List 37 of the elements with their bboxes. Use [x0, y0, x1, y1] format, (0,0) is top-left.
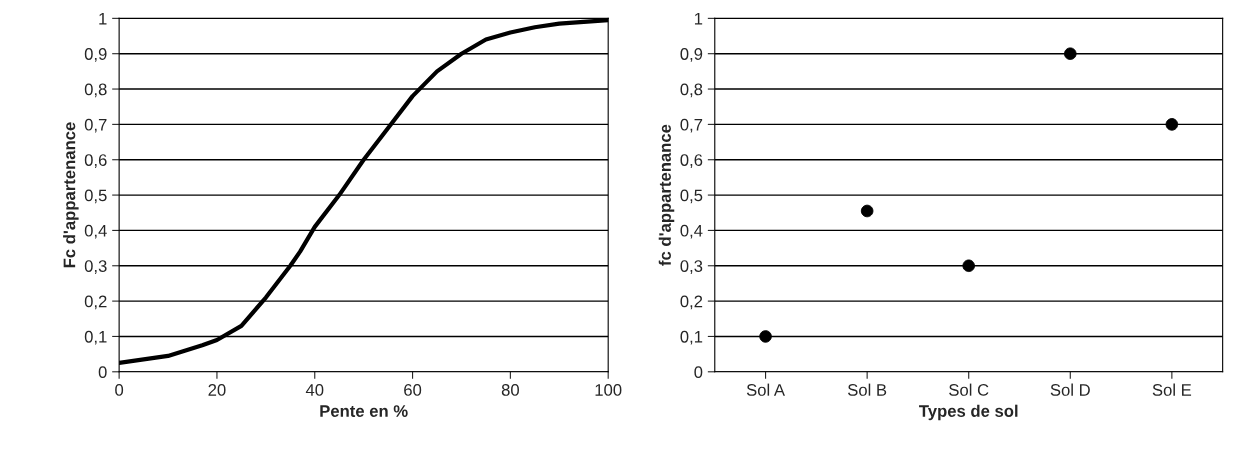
x-tick-label: 40: [305, 384, 324, 396]
y-tick-label: 0,7: [680, 118, 703, 133]
y-axis-title: fc d'appartenance: [658, 124, 675, 266]
y-tick-label: 0,1: [84, 330, 107, 345]
y-tick-label: 0,8: [680, 83, 703, 98]
y-tick-label: 0,3: [84, 260, 107, 274]
y-axis-title: Fc d'appartenance: [63, 122, 79, 268]
y-tick-label: 0: [694, 366, 703, 378]
y-tick-label: 0,9: [84, 48, 107, 62]
y-tick-label: 0,6: [84, 154, 107, 168]
y-tick-label: 0,2: [84, 295, 107, 310]
y-tick-label: 0,5: [680, 189, 703, 204]
x-tick-label: 0: [115, 384, 124, 396]
y-tick-label: 0,4: [680, 224, 703, 239]
x-axis-title: Types de sol: [919, 404, 1018, 421]
y-tick-label: 0,8: [84, 83, 107, 98]
x-tick-label: 100: [595, 384, 622, 396]
y-tick-label: 0,9: [680, 48, 703, 62]
y-tick-label: 0,6: [680, 154, 703, 168]
y-tick-label: 0,1: [680, 330, 703, 345]
x-tick-label: Sol E: [1152, 383, 1192, 396]
x-tick-label: Sol D: [1050, 383, 1090, 396]
x-tick-label: 80: [501, 384, 519, 396]
x-tick-label: Sol C: [949, 383, 989, 396]
x-tick-label: Sol B: [847, 383, 887, 396]
y-tick-label: 0: [98, 366, 107, 378]
x-tick-label: 20: [208, 384, 226, 396]
y-tick-label: 0,3: [680, 260, 703, 274]
y-tick-label: 0,4: [84, 224, 107, 239]
y-tick-label: 0,7: [84, 118, 107, 133]
y-tick-label: 0,5: [84, 189, 107, 204]
y-tick-label: 1: [694, 12, 703, 25]
x-axis-title: Pente en %: [320, 405, 408, 417]
y-tick-label: 0,2: [680, 295, 703, 310]
y-tick-label: 1: [99, 12, 107, 25]
x-tick-label: Sol A: [746, 383, 785, 396]
x-tick-label: 60: [404, 384, 422, 396]
